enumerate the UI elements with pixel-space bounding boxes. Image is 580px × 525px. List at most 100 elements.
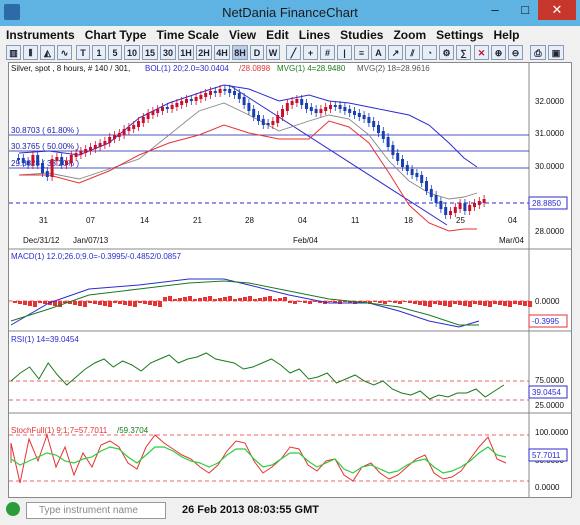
menu-bar: Instruments Chart Type Time Scale View Edit L… <box>0 26 580 44</box>
print-icon[interactable]: ⎙ <box>530 45 546 60</box>
macd-bar <box>18 301 22 304</box>
menu-time-scale[interactable]: Time Scale <box>156 28 219 42</box>
macd-bar <box>98 301 102 305</box>
candle-body <box>290 101 294 105</box>
candle-body <box>453 207 457 213</box>
macd-bar <box>333 301 337 303</box>
macd-bar <box>438 301 442 305</box>
minimize-button[interactable]: – <box>491 2 499 17</box>
maximize-button[interactable]: □ <box>521 2 529 17</box>
arrow-icon[interactable]: ↗ <box>388 45 403 60</box>
text-tool-icon[interactable]: A <box>371 45 386 60</box>
price-tick: 28.0000 <box>535 227 564 236</box>
vertical-line-icon[interactable]: | <box>337 45 352 60</box>
macd-bar <box>343 301 347 302</box>
price-candles[interactable] <box>17 85 486 219</box>
current-price-box <box>528 196 568 210</box>
studies-icon[interactable]: ∑ <box>456 45 471 60</box>
macd-bar <box>198 298 202 301</box>
candle-body <box>377 125 380 133</box>
settings-icon[interactable]: ⚙ <box>439 45 454 60</box>
fibonacci-icon[interactable]: ≡ <box>354 45 369 60</box>
menu-instruments[interactable]: Instruments <box>6 28 75 42</box>
menu-settings[interactable]: Settings <box>436 28 484 42</box>
delete-icon[interactable]: ✕ <box>474 45 489 60</box>
macd-bar <box>273 299 277 301</box>
menu-view[interactable]: View <box>228 28 257 42</box>
draw-line-icon[interactable]: ╱ <box>286 45 301 60</box>
candle-body <box>209 91 212 95</box>
interval-30m[interactable]: 30 <box>160 45 176 60</box>
candle-body <box>146 113 150 119</box>
macd-signal-line <box>10 280 479 326</box>
interval-15m[interactable]: 15 <box>142 45 158 60</box>
macd-panel[interactable]: MACD(1) 12.0;26.0;9.0=-0.3995/-0.4852/0.… <box>9 249 571 332</box>
menu-lines[interactable]: Lines <box>298 28 331 42</box>
instrument-search-input[interactable]: Type instrument name <box>26 502 166 519</box>
date-axis: 31 07 14 21 28 04 11 18 25 04 Dec/31/12 … <box>23 216 524 245</box>
zoom-in-icon[interactable]: ⊕ <box>491 45 506 60</box>
macd-bar <box>148 301 152 305</box>
chart-canvas[interactable]: Silver, spot , 8 hours, # 140 / 301, BOL… <box>9 63 571 497</box>
area-chart-icon[interactable]: ◭ <box>40 45 55 60</box>
interval-4h[interactable]: 4H <box>214 45 230 60</box>
channel-icon[interactable]: ⫽ <box>405 45 420 60</box>
interval-day[interactable]: D <box>250 45 264 60</box>
macd-bar <box>483 301 487 306</box>
candle-body <box>237 93 241 99</box>
interval-1h[interactable]: 1H <box>178 45 194 60</box>
interval-8h[interactable]: 8H <box>232 45 248 60</box>
macd-bar <box>258 298 262 301</box>
chart-area[interactable]: Silver, spot , 8 hours, # 140 / 301, BOL… <box>8 62 572 498</box>
macd-bar <box>383 301 387 304</box>
menu-help[interactable]: Help <box>493 28 520 42</box>
macd-bar <box>13 301 17 303</box>
mvg1-label: MVG(1) 4=28.9480 <box>277 64 346 73</box>
candle-body <box>324 107 328 111</box>
interval-tick[interactable]: T <box>76 45 90 60</box>
candle-body <box>482 199 486 203</box>
interval-2h[interactable]: 2H <box>196 45 212 60</box>
interval-week[interactable]: W <box>266 45 280 60</box>
candle-body <box>89 147 92 151</box>
macd-bar <box>378 301 382 303</box>
close-button[interactable]: ✕ <box>538 0 576 20</box>
bar-chart-icon[interactable]: ⫴ <box>23 45 38 60</box>
interval-10m[interactable]: 10 <box>124 45 140 60</box>
candle-body <box>473 203 476 207</box>
crosshair-icon[interactable]: + <box>303 45 318 60</box>
candle-body <box>386 137 390 147</box>
macd-bar <box>38 301 42 303</box>
rsi-tick: 25.0000 <box>535 401 564 410</box>
line-chart-icon[interactable]: ∿ <box>57 45 72 60</box>
save-icon[interactable]: ▣ <box>548 45 564 60</box>
candle-body <box>425 181 428 191</box>
menu-chart-type[interactable]: Chart Type <box>84 28 147 42</box>
interval-5m[interactable]: 5 <box>108 45 122 60</box>
rsi-current-value: 39.0454 <box>532 388 561 397</box>
interval-1m[interactable]: 1 <box>92 45 106 60</box>
candle-body <box>185 99 188 103</box>
mvg2-label: MVG(2) 18=28.9616 <box>357 64 430 73</box>
rsi-label: RSI(1) 14=39.0454 <box>11 335 79 344</box>
grid-icon[interactable]: # <box>320 45 335 60</box>
zoom-out-icon[interactable]: ⊖ <box>508 45 523 60</box>
status-datetime: 26 Feb 2013 08:03:55 GMT <box>182 504 319 516</box>
rsi-panel[interactable]: RSI(1) 14=39.0454 75.0000 25.0000 39.045… <box>9 331 571 414</box>
macd-bar <box>403 301 407 302</box>
candle-body <box>213 91 217 93</box>
menu-edit[interactable]: Edit <box>266 28 289 42</box>
candle-body <box>353 111 356 115</box>
cycle-icon[interactable]: ◔ <box>422 45 437 60</box>
stoch-panel[interactable]: StochFull(1) 9;1;7=57.7011 /59.3704 100.… <box>9 413 569 497</box>
macd-bar <box>58 301 62 307</box>
menu-zoom[interactable]: Zoom <box>393 28 427 42</box>
macd-bar <box>118 301 122 304</box>
macd-bar <box>288 301 292 303</box>
current-price-value: 28.8850 <box>532 199 561 208</box>
candlestick-icon[interactable]: ▥ <box>6 45 21 60</box>
macd-bar <box>103 301 107 306</box>
menu-studies[interactable]: Studies <box>340 28 384 42</box>
trend-line[interactable] <box>228 84 448 226</box>
candle-body <box>468 205 472 211</box>
